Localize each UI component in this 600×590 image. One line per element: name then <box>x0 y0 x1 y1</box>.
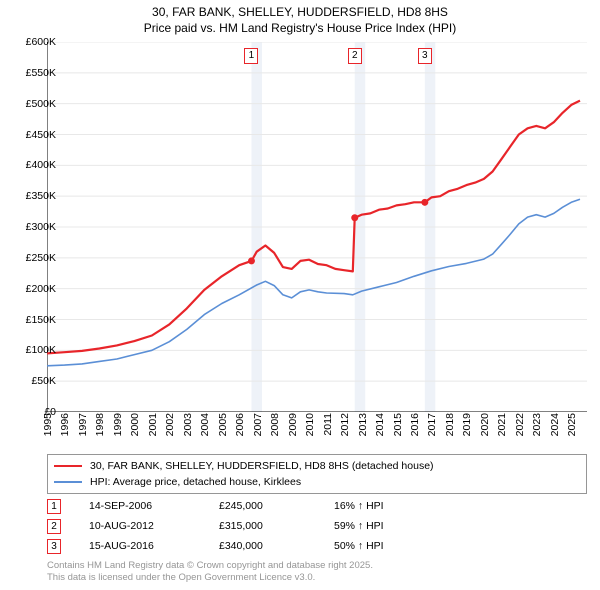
x-tick-label: 2003 <box>182 413 194 436</box>
y-tick-label: £600K <box>26 36 56 48</box>
event-delta: 50% ↑ HPI <box>334 540 384 552</box>
event-number: 1 <box>47 499 61 514</box>
footer-attribution: Contains HM Land Registry data © Crown c… <box>47 560 373 584</box>
legend-swatch <box>54 465 82 467</box>
x-tick-label: 1999 <box>112 413 124 436</box>
x-tick-label: 2008 <box>269 413 281 436</box>
legend-row: 30, FAR BANK, SHELLEY, HUDDERSFIELD, HD8… <box>54 458 580 474</box>
x-tick-label: 2004 <box>199 413 211 436</box>
event-row: 3 15-AUG-2016£340,00050% ↑ HPI <box>47 536 587 556</box>
event-delta: 16% ↑ HPI <box>334 500 384 512</box>
legend-label: 30, FAR BANK, SHELLEY, HUDDERSFIELD, HD8… <box>90 460 434 472</box>
event-date: 15-AUG-2016 <box>89 540 219 552</box>
x-tick-label: 2002 <box>164 413 176 436</box>
events-table: 1 14-SEP-2006£245,00016% ↑ HPI 2 10-AUG-201… <box>47 496 587 556</box>
event-date: 14-SEP-2006 <box>89 500 219 512</box>
y-tick-label: £450K <box>26 129 56 141</box>
x-tick-label: 1995 <box>42 413 54 436</box>
footer-line-2: This data is licensed under the Open Gov… <box>47 572 373 584</box>
x-tick-label: 1998 <box>94 413 106 436</box>
legend-row: HPI: Average price, detached house, Kirk… <box>54 474 580 490</box>
x-tick-label: 1997 <box>77 413 89 436</box>
legend: 30, FAR BANK, SHELLEY, HUDDERSFIELD, HD8… <box>47 454 587 494</box>
x-tick-label: 2011 <box>322 413 334 436</box>
x-tick-label: 2019 <box>461 413 473 436</box>
title-line-2: Price paid vs. HM Land Registry's House … <box>0 20 600 36</box>
event-price: £245,000 <box>219 500 334 512</box>
x-tick-label: 2007 <box>252 413 264 436</box>
x-tick-label: 2025 <box>566 413 578 436</box>
x-tick-label: 2021 <box>496 413 508 436</box>
chart-plot-area <box>47 42 587 412</box>
chart-container: 30, FAR BANK, SHELLEY, HUDDERSFIELD, HD8… <box>0 0 600 590</box>
event-price: £340,000 <box>219 540 334 552</box>
x-tick-label: 2005 <box>217 413 229 436</box>
y-tick-label: £50K <box>31 375 56 387</box>
y-tick-label: £550K <box>26 67 56 79</box>
event-row: 1 14-SEP-2006£245,00016% ↑ HPI <box>47 496 587 516</box>
event-marker-flag: 2 <box>348 48 362 64</box>
event-price: £315,000 <box>219 520 334 532</box>
footer-line-1: Contains HM Land Registry data © Crown c… <box>47 560 373 572</box>
x-tick-label: 2024 <box>549 413 561 436</box>
x-tick-label: 2009 <box>287 413 299 436</box>
x-tick-label: 2001 <box>147 413 159 436</box>
x-tick-label: 2017 <box>426 413 438 436</box>
x-tick-label: 2012 <box>339 413 351 436</box>
x-tick-label: 2013 <box>357 413 369 436</box>
legend-label: HPI: Average price, detached house, Kirk… <box>90 476 301 488</box>
x-tick-label: 2010 <box>304 413 316 436</box>
x-tick-label: 2016 <box>409 413 421 436</box>
x-tick-label: 2020 <box>479 413 491 436</box>
y-tick-label: £300K <box>26 221 56 233</box>
legend-swatch <box>54 481 82 483</box>
y-tick-label: £200K <box>26 283 56 295</box>
y-tick-label: £500K <box>26 98 56 110</box>
y-tick-label: £350K <box>26 190 56 202</box>
x-tick-label: 1996 <box>59 413 71 436</box>
y-tick-label: £100K <box>26 344 56 356</box>
y-tick-label: £150K <box>26 314 56 326</box>
x-tick-label: 2014 <box>374 413 386 436</box>
y-tick-label: £400K <box>26 159 56 171</box>
event-number: 3 <box>47 539 61 554</box>
event-delta: 59% ↑ HPI <box>334 520 384 532</box>
x-tick-label: 2018 <box>444 413 456 436</box>
event-number: 2 <box>47 519 61 534</box>
title-line-1: 30, FAR BANK, SHELLEY, HUDDERSFIELD, HD8… <box>0 4 600 20</box>
event-marker-flag: 1 <box>244 48 258 64</box>
x-tick-label: 2023 <box>531 413 543 436</box>
x-tick-label: 2015 <box>392 413 404 436</box>
chart-title: 30, FAR BANK, SHELLEY, HUDDERSFIELD, HD8… <box>0 0 600 36</box>
event-marker-flag: 3 <box>418 48 432 64</box>
event-row: 2 10-AUG-2012£315,00059% ↑ HPI <box>47 516 587 536</box>
x-tick-label: 2000 <box>129 413 141 436</box>
event-date: 10-AUG-2012 <box>89 520 219 532</box>
y-tick-label: £250K <box>26 252 56 264</box>
x-tick-label: 2022 <box>514 413 526 436</box>
x-tick-label: 2006 <box>234 413 246 436</box>
chart-svg <box>47 42 587 412</box>
